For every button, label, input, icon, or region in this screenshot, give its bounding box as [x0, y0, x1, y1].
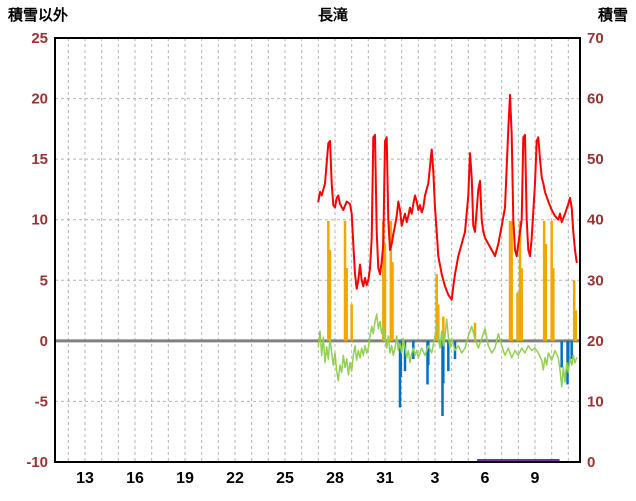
orange-bars-series — [327, 220, 578, 341]
svg-text:70: 70 — [587, 30, 604, 47]
svg-text:60: 60 — [587, 91, 604, 108]
svg-text:25: 25 — [276, 470, 294, 487]
svg-text:-5: -5 — [35, 393, 48, 410]
right-axis-title: 積雪 — [597, 7, 628, 24]
svg-text:10: 10 — [587, 393, 604, 410]
svg-text:31: 31 — [376, 470, 394, 487]
svg-text:20: 20 — [31, 91, 48, 108]
svg-text:5: 5 — [40, 272, 48, 289]
svg-text:15: 15 — [31, 151, 48, 168]
left-axis-title: 積雪以外 — [8, 7, 69, 24]
svg-text:9: 9 — [531, 470, 540, 487]
svg-text:50: 50 — [587, 151, 604, 168]
red-line-series — [317, 93, 578, 301]
chart-title: 長滝 — [317, 7, 348, 24]
svg-text:10: 10 — [31, 212, 48, 229]
svg-text:6: 6 — [481, 470, 490, 487]
svg-text:25: 25 — [31, 30, 48, 47]
svg-text:13: 13 — [76, 470, 94, 487]
svg-text:22: 22 — [226, 470, 244, 487]
svg-text:-10: -10 — [26, 454, 48, 471]
svg-text:19: 19 — [176, 470, 194, 487]
svg-text:0: 0 — [587, 454, 595, 471]
green-line-series — [317, 313, 578, 388]
svg-text:40: 40 — [587, 212, 604, 229]
svg-text:30: 30 — [587, 272, 604, 289]
grid-lines — [55, 38, 580, 462]
plot-frame — [54, 37, 581, 463]
chart-header: 積雪以外 長滝 積雪 — [0, 4, 636, 25]
svg-text:16: 16 — [126, 470, 144, 487]
svg-text:28: 28 — [326, 470, 344, 487]
blue-bars-series — [398, 340, 573, 416]
svg-text:0: 0 — [40, 333, 48, 350]
svg-text:3: 3 — [431, 470, 440, 487]
x-axis-labels: 13 16 19 22 25 28 31 3 6 9 — [76, 470, 539, 487]
svg-text:20: 20 — [587, 333, 604, 350]
